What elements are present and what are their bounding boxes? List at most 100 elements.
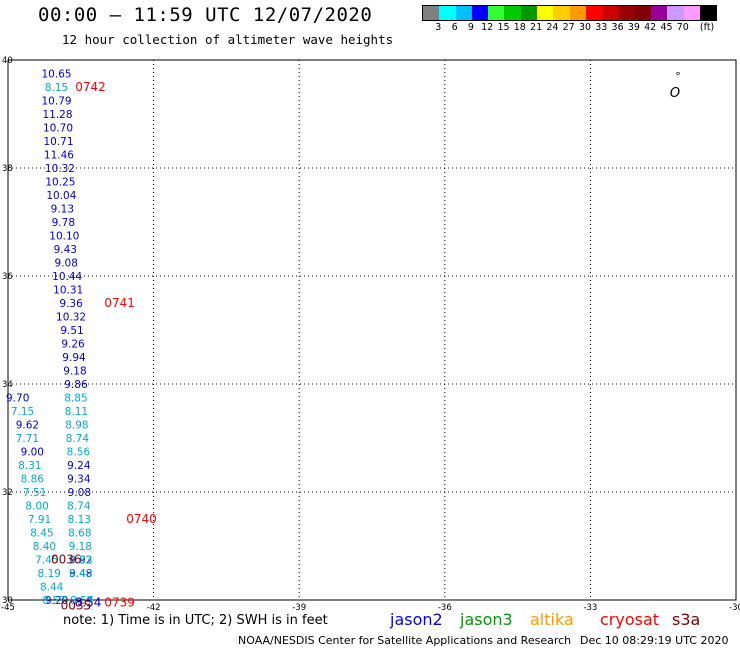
altimeter-map: -45 -42 -39 -36 -33 -30 40 38 36 34 32 30 10.65 10.79… [1, 56, 740, 610]
wave-height-value: 9.20 [45, 595, 68, 607]
colorbar-label: 45 [660, 22, 673, 33]
colorbar-label: 39 [627, 22, 640, 33]
colorbar-label: 12 [481, 22, 494, 33]
wave-height-value: 10.04 [46, 190, 76, 202]
page-title: 00:00 – 11:59 UTC 12/07/2020 [38, 4, 373, 26]
time-label: 0741 [104, 296, 135, 310]
lat-tick-label: 36 [2, 272, 13, 282]
time-label: 8.54 [75, 596, 102, 610]
wave-height-value: 10.10 [49, 231, 79, 243]
wave-height-value: 9.92 [69, 555, 92, 567]
lon-tick-label: -42 [147, 603, 161, 610]
time-label: 0742 [75, 80, 106, 94]
legend: note: 1) Time is in UTC; 2) SWH is in fe… [0, 610, 740, 632]
colorbar-segment [488, 6, 505, 20]
colorbar-label: 3 [435, 22, 442, 33]
wave-height-value: 10.71 [43, 136, 73, 148]
wave-height-value: 8.13 [68, 514, 91, 526]
wave-height-value: 9.86 [64, 379, 88, 391]
wave-height-value: 8.44 [40, 582, 64, 594]
colorbar-segment [504, 6, 521, 20]
wave-height-value: 10.25 [45, 177, 75, 189]
wave-height-value: 10.31 [53, 285, 83, 297]
colorbar-segment [618, 6, 635, 20]
wave-height-value: 9.13 [51, 204, 74, 216]
wave-height-value: 8.56 [67, 447, 91, 459]
lon-tick-label: -45 [1, 603, 15, 610]
wave-height-value: 8.45 [30, 528, 53, 540]
wave-height-value: 11.28 [42, 109, 72, 121]
wave-height-value: 9.08 [55, 258, 78, 270]
colorbar-label: 6 [451, 22, 458, 33]
colorbar-segment [651, 6, 668, 20]
wave-height-value: 9.48 [69, 568, 92, 580]
wave-height-value: 9.78 [52, 217, 75, 229]
footer-credit: NOAA/NESDIS Center for Satellite Applica… [238, 634, 572, 647]
wave-height-value: 9.18 [63, 366, 86, 378]
colorbar-segment [634, 6, 652, 20]
wave-height-value: 9.43 [54, 244, 77, 256]
wave-height-value: 7.91 [28, 514, 51, 526]
colorbar-segment [439, 6, 456, 20]
wave-height-value: 7.71 [16, 433, 39, 445]
legend-s3a: s3a [672, 610, 701, 629]
wave-height-value: 10.32 [45, 163, 75, 175]
wave-height-value: 8.11 [65, 406, 88, 418]
colorbar-label: 42 [644, 22, 657, 33]
colorbar-label: 15 [497, 22, 510, 33]
colorbar-segment [455, 6, 472, 20]
wave-height-colorbar [422, 5, 718, 21]
colorbar-segment [700, 6, 717, 20]
colorbar-label: 36 [611, 22, 624, 33]
legend-cryosat: cryosat [600, 610, 660, 629]
wave-height-value: 9.08 [68, 487, 91, 499]
wave-height-value: 9.94 [62, 352, 86, 364]
colorbar-label: 30 [578, 22, 592, 33]
wave-height-value: 8.74 [67, 501, 91, 513]
wave-height-value: 8.74 [66, 433, 90, 445]
lat-tick-label: 38 [2, 164, 13, 174]
legend-altika: altika [530, 610, 574, 629]
wave-height-value: 8.00 [25, 501, 48, 513]
colorbar-segment [569, 6, 586, 20]
lat-tick-label: 32 [2, 488, 13, 498]
wave-height-value: 8.57 [70, 595, 93, 607]
colorbar-segment [602, 6, 619, 20]
colorbar-label: 70 [676, 22, 689, 33]
colorbar-segment [520, 6, 538, 20]
footer-date: Dec 10 08:29:19 UTC 2020 [580, 634, 729, 647]
colorbar-segment [683, 6, 701, 20]
wave-height-value: 9.00 [21, 447, 44, 459]
colorbar-segment [537, 6, 554, 20]
wave-height-value: 8.19 [38, 568, 61, 580]
wave-height-value: 10.65 [42, 69, 72, 81]
wave-height-value: 8.86 [21, 474, 45, 486]
lat-tick-label: 30 [2, 596, 13, 606]
colorbar-label: 27 [562, 22, 575, 33]
marker-degree: ° [675, 70, 681, 83]
page-subtitle: 12 hour collection of altimeter wave hei… [62, 32, 394, 47]
legend-jason3: jason3 [460, 610, 513, 629]
wave-height-value: 8.98 [65, 420, 88, 432]
wave-height-value: 9.26 [61, 339, 85, 351]
lon-tick-label: -39 [292, 603, 306, 610]
time-label: 0740 [126, 512, 157, 526]
wave-height-value: 10.70 [43, 123, 73, 135]
wave-height-value: 8.68 [68, 528, 91, 540]
colorbar-label: 9 [467, 22, 474, 33]
time-label: 0035 [61, 598, 92, 610]
wave-height-value: 8.40 [33, 541, 56, 553]
lon-tick-label: -30 [729, 603, 740, 610]
colorbar-label: 24 [546, 22, 559, 33]
wave-height-value: 7.51 [23, 487, 46, 499]
colorbar-segment [553, 6, 570, 20]
colorbar-segment [667, 6, 684, 20]
wave-height-value: 9.62 [16, 420, 39, 432]
map-frame [7, 59, 737, 601]
colorbar-label: 18 [513, 22, 526, 33]
wave-height-value: 8.57 [42, 595, 65, 607]
colorbar-segment [471, 6, 489, 20]
wave-height-value: 8.15 [45, 82, 68, 94]
colorbar-segment [585, 6, 603, 20]
